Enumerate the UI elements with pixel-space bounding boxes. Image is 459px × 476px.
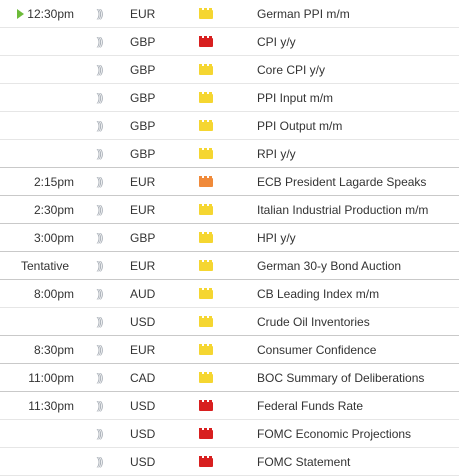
event-time: 8:00pm [33,287,74,301]
sound-wave-icon[interactable]: ))) [96,36,104,48]
event-currency: CAD [130,371,156,385]
event-title[interactable]: Italian Industrial Production m/m [257,203,429,217]
event-currency: USD [130,399,156,413]
event-currency: AUD [130,287,156,301]
event-currency: GBP [130,231,156,245]
event-currency: EUR [130,7,156,21]
event-title[interactable]: Core CPI y/y [257,63,326,77]
folder-impact-icon[interactable] [199,64,213,75]
event-title[interactable]: German PPI m/m [257,7,350,21]
folder-impact-icon[interactable] [199,372,213,383]
folder-impact-icon[interactable] [199,456,213,467]
folder-impact-icon[interactable] [199,428,213,439]
event-title[interactable]: CPI y/y [257,35,296,49]
event-row[interactable]: ))) USD Crude Oil Inventories [0,308,459,336]
folder-impact-icon[interactable] [199,232,213,243]
sound-wave-icon[interactable]: ))) [96,400,104,412]
event-title[interactable]: BOC Summary of Deliberations [257,371,425,385]
folder-impact-icon[interactable] [199,400,213,411]
sound-wave-icon[interactable]: ))) [96,148,104,160]
event-row[interactable]: ))) USD FOMC Statement [0,448,459,476]
folder-impact-icon[interactable] [199,36,213,47]
event-title[interactable]: Federal Funds Rate [257,399,364,413]
event-row[interactable]: 8:30pm))) EUR Consumer Confidence [0,336,459,364]
event-row[interactable]: ))) GBP Core CPI y/y [0,56,459,84]
event-title[interactable]: FOMC Statement [257,455,351,469]
event-row[interactable]: 11:30pm))) USD Federal Funds Rate [0,392,459,420]
event-time: 11:30pm [28,399,74,413]
event-currency: GBP [130,35,156,49]
sound-wave-icon[interactable]: ))) [96,344,104,356]
event-title[interactable]: CB Leading Index m/m [257,287,380,301]
event-time: 11:00pm [28,371,74,385]
event-title[interactable]: German 30-y Bond Auction [257,259,402,273]
event-row[interactable]: 11:00pm))) CAD BOC Summary of Deliberation… [0,364,459,392]
folder-impact-icon[interactable] [199,344,213,355]
sound-wave-icon[interactable]: ))) [96,176,104,188]
event-currency: USD [130,455,156,469]
sound-wave-icon[interactable]: ))) [96,8,104,20]
event-row[interactable]: 8:00pm))) AUD CB Leading Index m/m [0,280,459,308]
event-currency: GBP [130,147,156,161]
folder-impact-icon[interactable] [199,176,213,187]
event-row[interactable]: ))) USD FOMC Economic Projections [0,420,459,448]
sound-wave-icon[interactable]: ))) [96,316,104,328]
play-arrow-icon [17,9,24,19]
event-currency: EUR [130,175,156,189]
event-currency: GBP [130,119,156,133]
folder-impact-icon[interactable] [199,316,213,327]
sound-wave-icon[interactable]: ))) [96,260,104,272]
event-row[interactable]: ))) GBP CPI y/y [0,28,459,56]
folder-impact-icon[interactable] [199,120,213,131]
event-row[interactable]: Tentative))) EUR German 30-y Bond Auction [0,252,459,280]
event-title[interactable]: RPI y/y [257,147,296,161]
folder-impact-icon[interactable] [199,8,213,19]
sound-wave-icon[interactable]: ))) [96,428,104,440]
folder-impact-icon[interactable] [199,288,213,299]
event-title[interactable]: ECB President Lagarde Speaks [257,175,427,189]
sound-wave-icon[interactable]: ))) [96,120,104,132]
sound-wave-icon[interactable]: ))) [96,64,104,76]
event-row[interactable]: 3:00pm))) GBP HPI y/y [0,224,459,252]
sound-wave-icon[interactable]: ))) [96,372,104,384]
event-row[interactable]: ))) GBP PPI Output m/m [0,112,459,140]
sound-wave-icon[interactable]: ))) [96,92,104,104]
sound-wave-icon[interactable]: ))) [96,204,104,216]
folder-impact-icon[interactable] [199,204,213,215]
event-title[interactable]: Crude Oil Inventories [257,315,370,329]
event-title[interactable]: PPI Input m/m [257,91,334,105]
event-currency: EUR [130,259,156,273]
event-row[interactable]: ))) GBP PPI Input m/m [0,84,459,112]
event-title[interactable]: HPI y/y [257,231,296,245]
event-currency: USD [130,427,156,441]
event-title[interactable]: PPI Output m/m [257,119,343,133]
event-currency: GBP [130,91,156,105]
event-row[interactable]: 2:15pm))) EUR ECB President Lagarde Speaks [0,168,459,196]
event-row[interactable]: 12:30pm))) EUR German PPI m/m [0,0,459,28]
event-time: 2:15pm [33,175,74,189]
event-currency: EUR [130,343,156,357]
folder-impact-icon[interactable] [199,260,213,271]
event-time: 2:30pm [33,203,74,217]
sound-wave-icon[interactable]: ))) [96,456,104,468]
event-title[interactable]: FOMC Economic Projections [257,427,412,441]
sound-wave-icon[interactable]: ))) [96,232,104,244]
event-title[interactable]: Consumer Confidence [257,343,377,357]
event-time: Tentative [20,259,70,273]
event-time: 8:30pm [33,343,74,357]
folder-impact-icon[interactable] [199,148,213,159]
event-currency: USD [130,315,156,329]
event-row[interactable]: ))) GBP RPI y/y [0,140,459,168]
event-time: 12:30pm [27,7,74,21]
event-time: 3:00pm [33,231,74,245]
sound-wave-icon[interactable]: ))) [96,288,104,300]
folder-impact-icon[interactable] [199,92,213,103]
event-row[interactable]: 2:30pm))) EUR Italian Industrial Productio… [0,196,459,224]
event-currency: GBP [130,63,156,77]
event-currency: EUR [130,203,156,217]
